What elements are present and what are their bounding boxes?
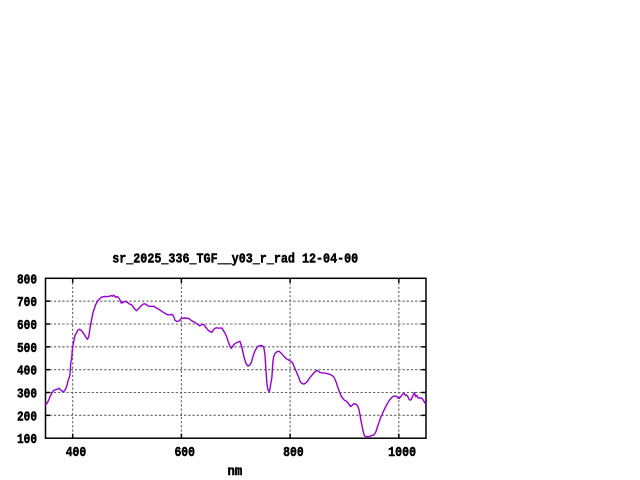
svg-text:300: 300: [17, 388, 37, 403]
svg-text:700: 700: [17, 296, 37, 311]
svg-text:600: 600: [174, 446, 195, 461]
svg-text:400: 400: [17, 365, 37, 380]
svg-text:1000: 1000: [388, 446, 416, 461]
svg-text:400: 400: [66, 446, 87, 461]
svg-text:200: 200: [17, 410, 37, 425]
svg-text:500: 500: [17, 342, 37, 357]
svg-text:nm: nm: [228, 465, 243, 480]
svg-text:800: 800: [283, 446, 304, 461]
svg-text:sr_2025_336_TGF__y03_r_rad 12-: sr_2025_336_TGF__y03_r_rad 12-04-00: [112, 253, 358, 268]
svg-text:100: 100: [17, 433, 37, 448]
svg-text:600: 600: [17, 319, 37, 334]
svg-text:800: 800: [17, 273, 37, 288]
